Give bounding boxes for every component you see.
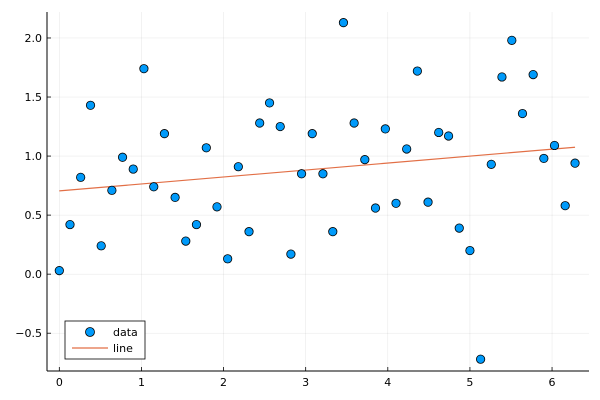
data-point [528, 69, 538, 80]
legend-marker-data [85, 327, 95, 337]
data-point [328, 227, 338, 237]
y-tick-label: −0.5 [15, 327, 42, 340]
data-point [149, 182, 159, 192]
data-point [275, 121, 285, 132]
data-point [170, 192, 180, 203]
data-point [233, 162, 243, 172]
y-tick-label: 1.5 [25, 91, 43, 104]
data-point [76, 172, 86, 182]
data-point [443, 131, 454, 141]
grid [47, 12, 589, 371]
legend: data line [64, 320, 146, 360]
data-point [434, 127, 444, 138]
data-point [96, 241, 106, 251]
data-point [549, 140, 560, 151]
data-point [264, 98, 275, 108]
y-tick-label: 0.5 [25, 209, 43, 222]
y-ticks: −0.5 0.0 0.5 1.0 1.5 2.0 [15, 32, 51, 340]
data-point [307, 129, 317, 139]
data-point [223, 254, 233, 264]
data-series [54, 18, 580, 364]
data-point [486, 159, 496, 169]
data-point [212, 202, 222, 212]
x-tick-label: 6 [549, 376, 556, 389]
data-point [423, 197, 433, 207]
data-point [412, 66, 422, 76]
data-point [507, 35, 517, 45]
data-point [181, 236, 191, 246]
data-point [159, 129, 170, 139]
data-point [139, 64, 149, 74]
data-point [370, 203, 381, 213]
x-ticks: 0 1 2 3 4 5 6 [56, 367, 556, 389]
x-tick-label: 1 [138, 376, 145, 389]
data-point [497, 72, 507, 82]
data-point [117, 152, 128, 162]
data-point [286, 249, 296, 259]
legend-label-data: data [113, 326, 138, 339]
x-tick-label: 0 [56, 376, 63, 389]
legend-label-line: line [113, 342, 133, 355]
data-point [454, 223, 464, 233]
data-point [191, 219, 202, 230]
axes [46, 12, 589, 372]
data-point [107, 185, 117, 195]
data-point [65, 219, 75, 230]
x-tick-label: 4 [384, 376, 391, 389]
y-tick-label: 2.0 [25, 32, 43, 45]
data-point [85, 100, 96, 110]
data-point [128, 164, 138, 174]
y-tick-label: 1.0 [25, 150, 43, 163]
data-point [54, 266, 64, 276]
data-point [201, 143, 211, 153]
data-point [570, 158, 580, 168]
data-point [560, 201, 570, 211]
data-point [380, 124, 390, 134]
line-series [59, 146, 576, 192]
data-point [244, 227, 254, 237]
data-point [465, 245, 475, 256]
x-tick-label: 3 [302, 376, 309, 389]
legend-box [64, 320, 146, 360]
data-point [391, 198, 401, 208]
data-point [402, 144, 412, 154]
data-point [517, 108, 528, 119]
data-point [296, 169, 307, 179]
fit-line [59, 146, 576, 192]
y-tick-label: 0.0 [25, 268, 43, 281]
data-point [338, 18, 349, 28]
data-point [349, 118, 359, 128]
x-tick-label: 2 [220, 376, 227, 389]
data-point [255, 118, 265, 128]
data-point [475, 354, 486, 364]
data-point [318, 169, 328, 179]
data-point [360, 155, 370, 165]
data-point [539, 153, 549, 164]
x-tick-label: 5 [466, 376, 473, 389]
